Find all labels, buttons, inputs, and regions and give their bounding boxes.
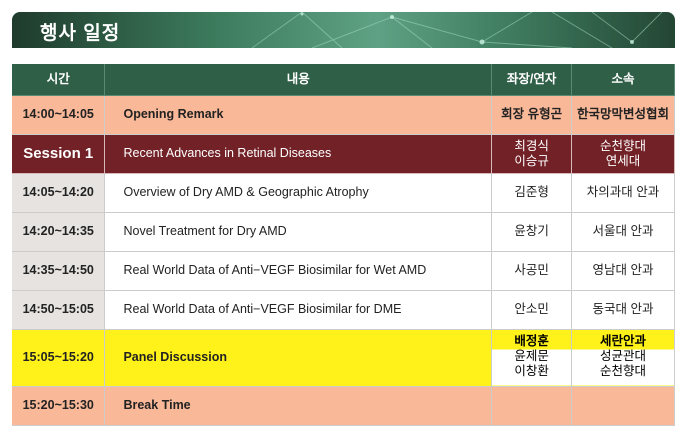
affiliation-cell: 한국망막변성협회 (571, 95, 675, 135)
table-row: 14:05~14:20 Overview of Dry AMD & Geograp… (12, 173, 675, 213)
affiliation-name: 서울대 안과 (592, 224, 654, 238)
speaker-cell: 윤창기 (491, 212, 573, 252)
affiliation-name: 성균관대 (600, 348, 647, 363)
table-row: 15:20~15:30 Break Time (12, 386, 675, 426)
affiliation-cell (571, 386, 675, 426)
content-cell: Real World Data of Anti−VEGF Biosimilar … (104, 251, 493, 291)
time-cell: 15:05~15:20 (12, 329, 106, 387)
speaker-cell (491, 386, 573, 426)
column-header-time: 시간 (12, 64, 106, 96)
speaker-cell: 회장 유형곤 (491, 95, 573, 135)
content-cell: Panel Discussion (104, 329, 493, 387)
content: Overview of Dry AMD & Geographic Atrophy (123, 185, 369, 199)
content: Real World Data of Anti−VEGF Biosimilar … (123, 263, 427, 277)
page-title: 행사 일정 (40, 23, 121, 44)
content-cell: Overview of Dry AMD & Geographic Atrophy (104, 173, 493, 213)
time: 14:20~14:35 (22, 224, 94, 238)
speaker-name: 사공민 (514, 263, 549, 277)
speaker-cell: 배정훈 윤제문 이창환 (491, 329, 573, 387)
content-cell: Real World Data of Anti−VEGF Biosimilar … (104, 290, 493, 330)
speaker-name: 이창환 (514, 363, 549, 378)
affiliation-cell: 서울대 안과 (571, 212, 675, 252)
affiliation-name: 한국망막변성협회 (577, 107, 670, 121)
content: Real World Data of Anti−VEGF Biosimilar … (123, 302, 402, 316)
speaker-name: 윤창기 (514, 224, 549, 238)
speaker-name: 안소민 (514, 302, 549, 316)
speaker-name: 이승규 (514, 153, 549, 168)
affiliation-name: 순천향대 (600, 363, 647, 378)
speaker-cell: 안소민 (491, 290, 573, 330)
content-cell: Break Time (104, 386, 493, 426)
time-cell: 14:00~14:05 (12, 95, 106, 135)
time-cell: 14:20~14:35 (12, 212, 106, 252)
column-header-content: 내용 (104, 64, 493, 96)
table-row: 14:20~14:35 Novel Treatment for Dry AMD 윤창… (12, 212, 675, 252)
table-row: 14:35~14:50 Real World Data of Anti−VEGF … (12, 251, 675, 291)
content: Panel Discussion (123, 350, 227, 364)
content: Recent Advances in Retinal Diseases (123, 146, 332, 160)
time-cell: 14:50~15:05 (12, 290, 106, 330)
content: Opening Remark (123, 107, 224, 121)
column-header-speaker: 좌장/연자 (491, 64, 573, 96)
network-pattern-decoration (251, 12, 663, 48)
content-cell: Novel Treatment for Dry AMD (104, 212, 493, 252)
time: 14:35~14:50 (22, 263, 94, 277)
time-cell: 15:20~15:30 (12, 386, 106, 426)
speaker-name: 김준형 (514, 185, 549, 199)
speaker-name: 회장 유형곤 (501, 107, 563, 121)
content: Break Time (123, 398, 191, 412)
affiliation-cell: 동국대 안과 (571, 290, 675, 330)
table-row: 15:05~15:20 Panel Discussion 배정훈 윤제문 이창환 세란안과… (12, 329, 675, 387)
time-cell: Session 1 (12, 134, 106, 174)
speaker-cell: 김준형 (491, 173, 573, 213)
schedule-table: 시간 내용 좌장/연자 소속 14:00~14:05 Opening Remark… (12, 64, 675, 426)
affiliation-name: 연세대 (605, 153, 641, 168)
table-row: 14:00~14:05 Opening Remark 회장 유형곤 한국망막변성협회 (12, 95, 675, 135)
content: Novel Treatment for Dry AMD (123, 224, 287, 238)
time: 14:05~14:20 (22, 185, 94, 199)
time-cell: 14:05~14:20 (12, 173, 106, 213)
speaker-name: 윤제문 (514, 348, 549, 363)
speaker-name: 최경식 (514, 138, 549, 153)
banner: 행사 일정 (12, 12, 675, 48)
affiliation-cell: 영남대 안과 (571, 251, 675, 291)
affiliation-name: 동국대 안과 (592, 302, 654, 316)
time: 15:20~15:30 (22, 398, 94, 412)
time: 15:05~15:20 (22, 350, 94, 364)
table-row: 14:50~15:05 Real World Data of Anti−VEGF … (12, 290, 675, 330)
time: 14:50~15:05 (22, 302, 94, 316)
affiliation-cell: 순천향대 연세대 (571, 134, 675, 174)
affiliation-name: 세란안과 (600, 333, 647, 348)
table-header: 시간 내용 좌장/연자 소속 (12, 64, 675, 96)
time-cell: 14:35~14:50 (12, 251, 106, 291)
content-cell: Recent Advances in Retinal Diseases (104, 134, 493, 174)
affiliation-cell: 차의과대 안과 (571, 173, 675, 213)
content-cell: Opening Remark (104, 95, 493, 135)
affiliation-name: 순천향대 (600, 138, 647, 153)
speaker-cell: 사공민 (491, 251, 573, 291)
affiliation-cell: 세란안과 성균관대 순천향대 (571, 329, 675, 387)
column-header-affiliation: 소속 (571, 64, 675, 96)
table-row: Session 1 Recent Advances in Retinal Dise… (12, 134, 675, 174)
affiliation-name: 영남대 안과 (592, 263, 654, 277)
speaker-name: 배정훈 (514, 333, 549, 348)
time: 14:00~14:05 (22, 107, 94, 121)
speaker-cell: 최경식 이승규 (491, 134, 573, 174)
affiliation-name: 차의과대 안과 (586, 185, 660, 199)
time: Session 1 (23, 145, 94, 162)
